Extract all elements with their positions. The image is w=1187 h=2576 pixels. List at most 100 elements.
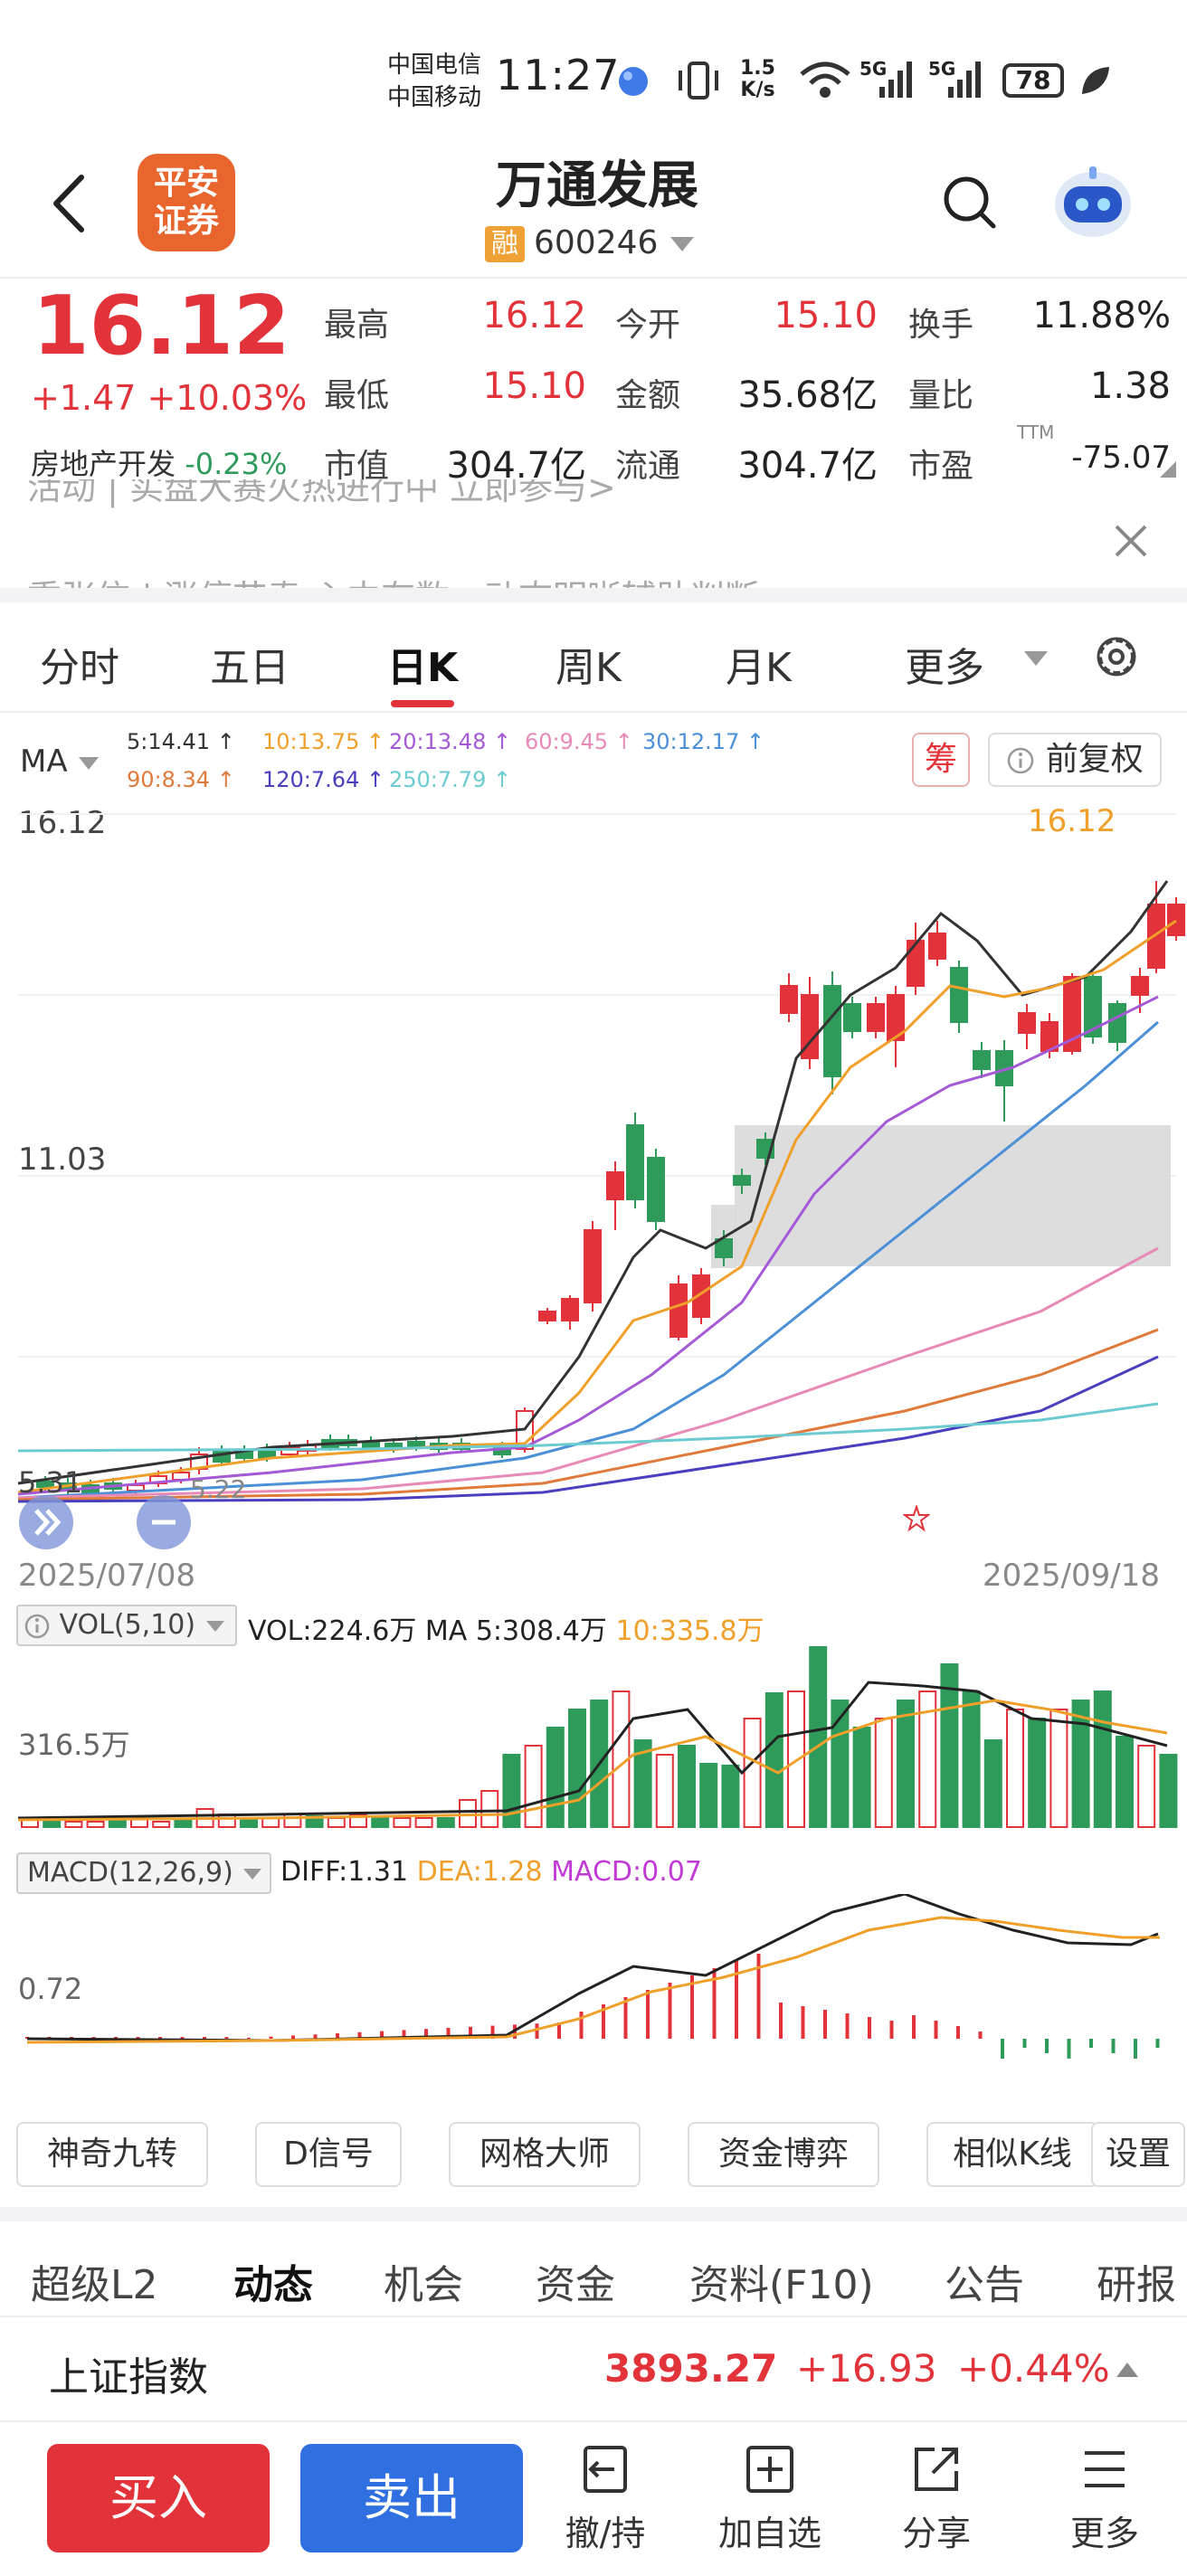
scroll-left-icon[interactable]: [16, 1492, 76, 1552]
axis-mid-label: 11.03: [18, 1141, 107, 1178]
volume-indicator-selector[interactable]: VOL(5,10): [16, 1605, 237, 1646]
tab-weekly-k[interactable]: 周K: [556, 645, 622, 691]
volume-bar: [743, 1718, 762, 1828]
volume-bar: [983, 1739, 1002, 1828]
battery-indicator: 78: [1002, 63, 1064, 98]
ma20-line: [17, 995, 1159, 1496]
label-float-cap: 流通: [615, 448, 681, 485]
value-open: 15.10: [774, 295, 878, 336]
macd-indicator-selector[interactable]: MACD(12,26,9): [16, 1852, 271, 1894]
subtab-f10[interactable]: 资料(F10): [689, 2262, 874, 2308]
volume-bar: [524, 1745, 543, 1828]
subtab-funds[interactable]: 资金: [536, 2262, 615, 2308]
market-index-bar[interactable]: 上证指数 3893.27 +16.93 +0.44%: [0, 2316, 1187, 2422]
volume-bar: [546, 1727, 565, 1828]
tab-monthly-k[interactable]: 月K: [726, 645, 792, 691]
add-watchlist-button[interactable]: 加自选: [702, 2442, 838, 2555]
notice-ticker[interactable]: 活动 | 实盘大赛火热进行中 立即参与> 重张信 | 涨停节奏 心中有数，动态明…: [0, 479, 1187, 588]
chevron-down-icon: [205, 1621, 224, 1632]
search-icon[interactable]: [941, 174, 999, 232]
section-separator: [0, 588, 1187, 602]
tab-more[interactable]: 更多: [905, 645, 984, 691]
volume-bar: [1093, 1690, 1112, 1828]
volume-bar: [1028, 1718, 1047, 1828]
ma-legend-item: 250:7.79 ↑: [389, 767, 512, 792]
subtab-announcements[interactable]: 公告: [945, 2262, 1024, 2308]
ma-selector[interactable]: MA: [20, 743, 100, 780]
label-open: 今开: [615, 307, 681, 344]
tool-capital-game[interactable]: 资金博弈: [688, 2122, 879, 2187]
volume-bar: [480, 1790, 499, 1828]
leaf-icon: [1082, 67, 1109, 94]
volume-bar: [633, 1739, 652, 1828]
candle-body: [1108, 1003, 1126, 1043]
tab-five-day[interactable]: 五日: [210, 645, 290, 691]
tool-similar-kline[interactable]: 相似K线: [926, 2122, 1098, 2187]
vibrate-icon: [679, 62, 718, 99]
share-button[interactable]: 分享: [869, 2442, 1004, 2555]
subtab-super-l2[interactable]: 超级L2: [31, 2262, 158, 2308]
label-volume-ratio: 量比: [908, 377, 974, 414]
sell-button[interactable]: 卖出: [300, 2444, 523, 2552]
subtab-opportunity[interactable]: 机会: [384, 2262, 463, 2308]
event-marker-icon[interactable]: [903, 1505, 930, 1532]
latest-price-tag: 16.12: [1028, 803, 1116, 839]
candle-body: [928, 933, 946, 960]
tool-settings[interactable]: 设置: [1091, 2122, 1185, 2187]
zoom-out-icon[interactable]: [134, 1492, 194, 1552]
carrier-info: 中国电信 中国移动: [387, 49, 481, 114]
macd-axis-label: 0.72: [18, 1972, 83, 2006]
ai-assistant-icon[interactable]: [1049, 163, 1136, 241]
ma-legend-item: 30:12.17 ↑: [642, 729, 765, 754]
cancel-hold-button[interactable]: 撤/持: [537, 2442, 673, 2555]
volume-bar: [240, 1819, 258, 1828]
active-tab-indicator: [391, 700, 454, 707]
index-change: +16.93: [796, 2346, 937, 2391]
volume-bar: [721, 1765, 740, 1828]
expand-up-icon[interactable]: [1115, 2361, 1140, 2379]
candle-body: [669, 1283, 688, 1338]
buy-button[interactable]: 买入: [47, 2444, 270, 2552]
tool-grid-master[interactable]: 网格大师: [449, 2122, 641, 2187]
chip-distribution-button[interactable]: 筹: [912, 733, 970, 787]
index-value: 3893.27: [604, 2346, 778, 2391]
settings-gear-icon[interactable]: [1091, 631, 1142, 682]
back-arrow-icon[interactable]: [47, 172, 90, 235]
pe-ttm-tag: TTM: [1017, 421, 1055, 443]
candle-body: [692, 1274, 710, 1318]
volume-bar: [655, 1754, 674, 1828]
label-amount: 金额: [615, 377, 681, 414]
value-float-cap: 304.7亿: [737, 445, 878, 487]
net-speed: 1.5 K/s: [740, 57, 775, 101]
label-low: 最低: [324, 377, 390, 414]
close-icon[interactable]: [1111, 521, 1151, 561]
corner-triangle-icon: [1160, 461, 1176, 478]
volume-values: VOL:224.6万 MA 5:308.4万 10:335.8万: [248, 1615, 764, 1647]
subtab-news-feed[interactable]: 动态: [233, 2262, 313, 2308]
info-icon: [24, 1614, 50, 1638]
axis-high-label: 16.12: [18, 805, 107, 841]
candle-body: [1131, 976, 1149, 996]
tab-intraday[interactable]: 分时: [40, 645, 119, 691]
kline-chart[interactable]: [0, 796, 1187, 1556]
stock-code-selector[interactable]: 融 600246: [485, 224, 696, 262]
low-price-tag: 5.22: [190, 1474, 247, 1504]
more-button[interactable]: 更多: [1037, 2442, 1173, 2555]
subtab-research[interactable]: 研报: [1097, 2262, 1176, 2308]
ma30-line: [17, 1020, 1159, 1500]
sector-info[interactable]: 房地产开发 -0.23%: [31, 447, 288, 481]
tool-d-signal[interactable]: D信号: [255, 2122, 402, 2187]
value-volume-ratio: 1.38: [1089, 365, 1171, 407]
carrier-1: 中国电信: [387, 52, 482, 79]
tab-daily-k[interactable]: 日K: [387, 645, 459, 691]
stock-code: 600246: [534, 224, 659, 261]
label-turnover: 换手: [908, 307, 974, 344]
volume-bar: [86, 1821, 105, 1828]
tool-magic-nine[interactable]: 神奇九转: [16, 2122, 208, 2187]
carrier-2: 中国移动: [387, 84, 482, 111]
share-icon: [915, 2448, 958, 2491]
price-adjust-button[interactable]: 前复权: [988, 733, 1162, 787]
index-change-pct: +0.44%: [957, 2346, 1110, 2391]
volume-bar: [174, 1819, 193, 1828]
ma120-line: [17, 1355, 1159, 1503]
